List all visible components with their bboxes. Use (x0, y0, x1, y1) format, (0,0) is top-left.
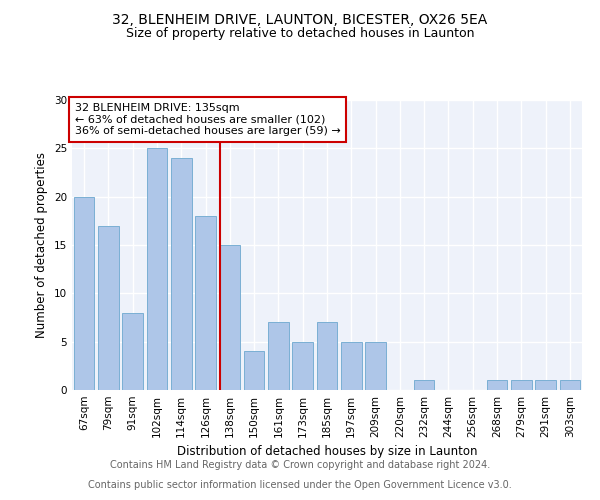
Text: 32 BLENHEIM DRIVE: 135sqm
← 63% of detached houses are smaller (102)
36% of semi: 32 BLENHEIM DRIVE: 135sqm ← 63% of detac… (74, 103, 340, 136)
Text: Size of property relative to detached houses in Launton: Size of property relative to detached ho… (126, 28, 474, 40)
Bar (268, 322, 289, 390)
Bar (535, 380, 556, 390)
Bar (171, 158, 191, 390)
Text: Contains public sector information licensed under the Open Government Licence v3: Contains public sector information licen… (88, 480, 512, 490)
Bar (98, 226, 119, 390)
X-axis label: Distribution of detached houses by size in Launton: Distribution of detached houses by size … (177, 446, 477, 458)
Bar (146, 148, 167, 390)
Text: Contains HM Land Registry data © Crown copyright and database right 2024.: Contains HM Land Registry data © Crown c… (110, 460, 490, 470)
Bar (365, 342, 386, 390)
Bar (414, 380, 434, 390)
Bar (317, 322, 337, 390)
Bar (511, 380, 532, 390)
Bar (220, 245, 240, 390)
Bar (341, 342, 362, 390)
Bar (244, 352, 265, 390)
Bar (74, 196, 94, 390)
Bar (122, 312, 143, 390)
Bar (292, 342, 313, 390)
Y-axis label: Number of detached properties: Number of detached properties (35, 152, 49, 338)
Bar (487, 380, 508, 390)
Text: 32, BLENHEIM DRIVE, LAUNTON, BICESTER, OX26 5EA: 32, BLENHEIM DRIVE, LAUNTON, BICESTER, O… (112, 12, 488, 26)
Bar (195, 216, 216, 390)
Bar (560, 380, 580, 390)
